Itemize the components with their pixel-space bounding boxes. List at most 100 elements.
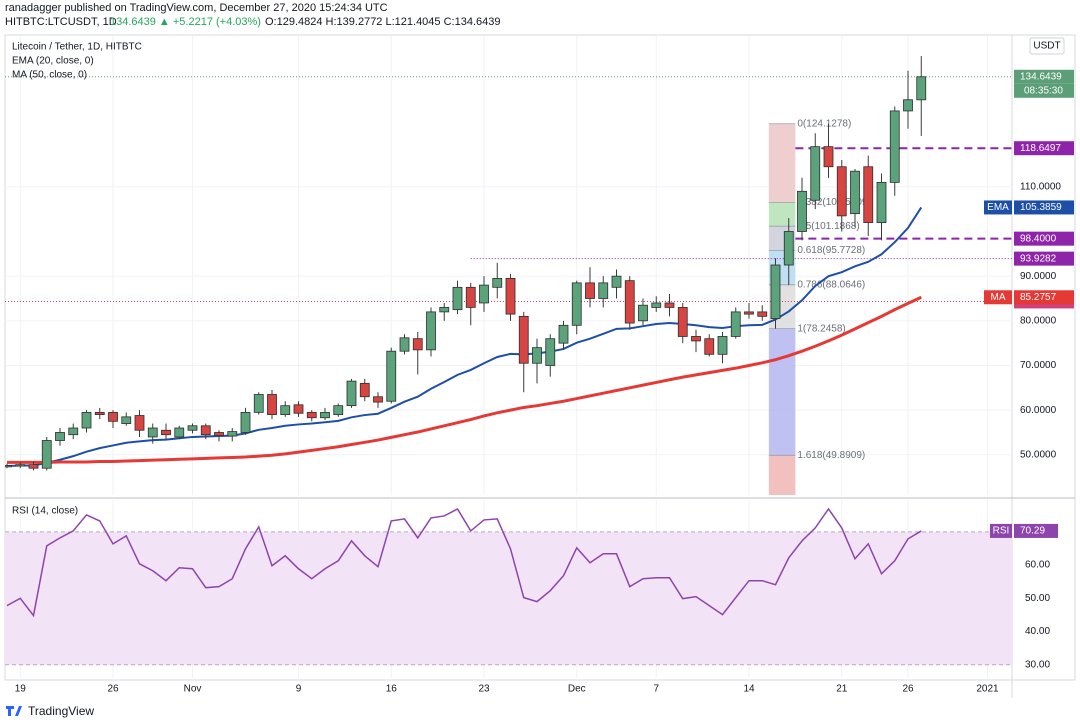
candle-body: [28, 464, 39, 469]
candle-body: [664, 302, 675, 308]
y-tick-label: 90.0000: [1020, 271, 1057, 282]
fib-label: 0(124.1278): [797, 118, 851, 129]
price-tag: [1014, 69, 1074, 84]
candle-body: [836, 166, 847, 217]
fib-band: [768, 202, 796, 227]
countdown-tag: [1014, 83, 1074, 98]
candle-body: [717, 336, 728, 355]
candle-body: [161, 429, 171, 436]
currency-box: [1029, 37, 1065, 55]
change: 134.6439 ▲ +5.2217 (+4.03%): [110, 16, 261, 28]
candle-body: [147, 427, 158, 438]
candle-body: [452, 286, 463, 311]
x-tick-label: 21: [836, 684, 848, 695]
candle-body: [412, 338, 423, 351]
rsi-tick-label: 50.00: [1025, 593, 1050, 604]
rsi-tick-label: 40.00: [1025, 626, 1050, 637]
candle-body: [730, 311, 741, 337]
fib-band: [768, 328, 796, 456]
price-tag-label: 93.9282: [1020, 253, 1057, 264]
candle-body: [889, 110, 900, 183]
rsi-legend: RSI (14, close): [12, 506, 78, 517]
symbol: HITBTC:LTCUSDT, 1D: [5, 16, 117, 28]
candle-body: [280, 405, 291, 416]
candle-body: [386, 350, 397, 402]
candle-body: [585, 282, 595, 299]
candle-body: [306, 411, 317, 419]
countdown: 08:35:30: [1024, 85, 1063, 96]
indicator-tag-name-box: [984, 290, 1012, 305]
fib-label: 0.786(88.0646): [797, 279, 865, 290]
candle-body: [200, 425, 211, 436]
candle-body: [850, 170, 860, 215]
rsi-line: [6, 507, 922, 618]
fib-label: 0.5(101.1868): [797, 221, 859, 232]
candle-body: [757, 311, 768, 317]
candle-body: [121, 416, 132, 424]
ohlc: O:129.4824 H:139.2772 L:121.4045 C:134.6…: [265, 16, 500, 28]
rsi-tag-label: 70.29: [1020, 526, 1045, 537]
candle-body: [558, 324, 569, 344]
candle-body: [863, 166, 874, 223]
candle-body: [41, 440, 52, 469]
candle-body: [174, 427, 185, 438]
candle-body: [333, 405, 344, 416]
candle-body: [227, 431, 238, 437]
candle-body: [346, 380, 357, 407]
indicator-tag-name-box: [984, 200, 1012, 215]
candle-body: [465, 286, 476, 308]
rsi-tag-name: RSI: [993, 526, 1010, 537]
y-tick-label: 70.0000: [1020, 360, 1057, 371]
x-tick-label: 26: [902, 684, 914, 695]
candle-body: [55, 432, 65, 441]
candle-body: [267, 394, 277, 416]
x-tick-label: Dec: [568, 684, 586, 695]
candle-body: [903, 99, 913, 112]
indicator-line: [6, 206, 923, 467]
candle-body: [293, 404, 304, 414]
candle-body: [916, 76, 927, 101]
indicator-tag-label: 85.2757: [1020, 292, 1057, 303]
candle-body: [479, 284, 489, 304]
brand: TradingView: [28, 704, 94, 718]
candle-body: [518, 315, 529, 364]
y-tick-label: 60.0000: [1020, 405, 1057, 416]
candle-body: [94, 411, 105, 416]
candle-body: [797, 190, 807, 232]
candle-body: [823, 146, 834, 168]
x-tick-label: 14: [743, 684, 755, 695]
x-tick-label: 9: [296, 684, 302, 695]
x-tick-label: 2021: [976, 684, 999, 695]
candle-body: [624, 280, 635, 324]
y-tick-label: 80.0000: [1020, 315, 1057, 326]
candle-body: [770, 264, 781, 319]
candle-body: [744, 311, 754, 315]
rsi-pane: [5, 507, 1012, 666]
candle-body: [68, 427, 79, 436]
price-tag: [1014, 251, 1074, 266]
logo: [6, 706, 22, 716]
x-tick-label: 26: [107, 684, 119, 695]
rsi-tag-name-box: [990, 523, 1012, 538]
legend-title: Litecoin / Tether, 1D, HITBTC: [12, 42, 142, 53]
indicator-tag: [1014, 290, 1074, 305]
candle-body: [492, 277, 503, 288]
candle-body: [5, 465, 12, 468]
fib-band: [768, 123, 796, 203]
fib-label: 1(78.2458): [797, 323, 845, 334]
price-tag-label: 134.6439: [1020, 71, 1062, 82]
fib-label: 1.618(49.8909): [797, 450, 865, 461]
candle-body: [532, 347, 542, 364]
candle-body: [134, 415, 145, 431]
publisher: ranadagger published on TradingView.com,…: [5, 2, 388, 14]
candle-body: [810, 146, 821, 201]
candle-body: [439, 307, 450, 313]
candle-body: [638, 304, 648, 322]
candle-body: [611, 275, 622, 288]
candle-body: [783, 231, 794, 266]
price-tag-label: 118.6497: [1020, 143, 1061, 154]
candle-body: [240, 411, 251, 433]
candle-body: [691, 336, 701, 342]
